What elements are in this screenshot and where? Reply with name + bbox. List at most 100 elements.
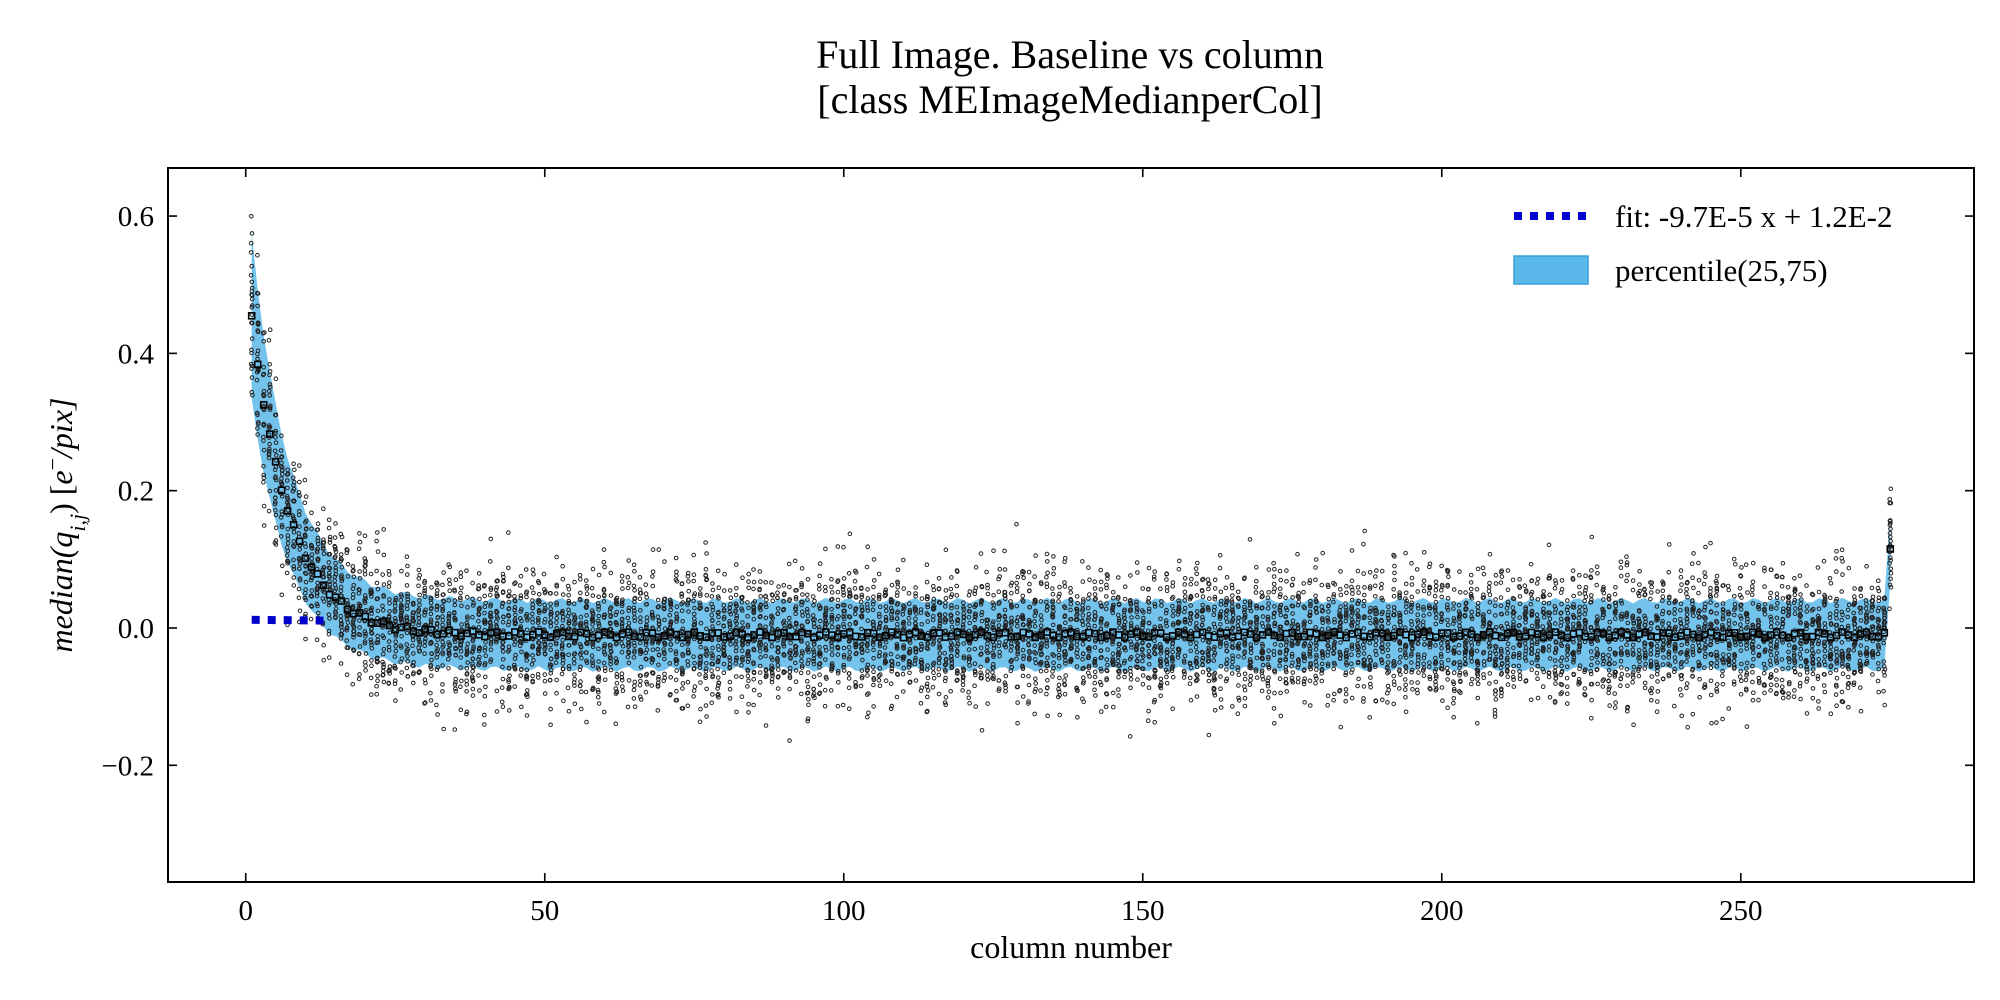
data-point — [584, 586, 590, 591]
data-point — [506, 606, 512, 611]
data-point — [531, 590, 536, 596]
data-point — [393, 666, 398, 671]
data-point — [566, 621, 572, 626]
data-point — [404, 624, 410, 629]
data-point — [476, 657, 481, 662]
data-point — [590, 685, 596, 691]
data-point — [572, 622, 577, 627]
data-point — [362, 593, 368, 598]
data-point — [619, 599, 625, 604]
data-point — [284, 472, 290, 477]
data-point — [435, 665, 441, 670]
data-point — [386, 681, 392, 686]
data-point — [357, 539, 363, 545]
data-point — [368, 571, 374, 577]
data-point — [266, 338, 272, 343]
data-point — [410, 671, 416, 677]
data-point — [632, 648, 637, 654]
data-point — [339, 564, 345, 570]
data-point — [476, 618, 481, 624]
data-point — [279, 467, 285, 473]
data-point — [435, 651, 440, 657]
data-point — [285, 502, 291, 507]
data-point — [590, 616, 595, 622]
data-point — [596, 674, 602, 680]
data-point — [548, 656, 554, 662]
data-point — [608, 645, 613, 651]
data-point — [393, 648, 399, 654]
data-point — [471, 600, 476, 606]
data-point — [326, 552, 332, 557]
data-point — [571, 601, 577, 607]
data-point — [465, 616, 470, 621]
data-point — [584, 583, 589, 589]
data-point — [476, 583, 482, 588]
data-point — [434, 604, 440, 610]
data-point — [596, 603, 601, 609]
data-point — [357, 672, 362, 677]
data-point — [512, 684, 518, 689]
data-point — [453, 688, 459, 694]
data-point — [513, 580, 518, 586]
data-point — [548, 670, 554, 676]
data-point — [619, 677, 625, 683]
data-point — [602, 652, 608, 657]
data-point — [506, 622, 511, 628]
data-point — [249, 305, 255, 310]
data-point — [447, 577, 452, 583]
data-point — [405, 572, 410, 577]
data-point — [249, 279, 255, 285]
data-point — [579, 706, 584, 712]
data-point — [273, 435, 278, 440]
data-point — [375, 673, 380, 679]
data-point — [560, 654, 566, 660]
data-point — [566, 708, 572, 714]
data-point — [566, 598, 572, 604]
data-point — [285, 526, 291, 532]
data-point — [560, 611, 565, 616]
data-point — [356, 676, 362, 682]
data-point — [345, 547, 350, 553]
data-point — [291, 526, 297, 531]
data-point — [386, 613, 392, 619]
data-point — [350, 568, 356, 574]
data-point — [291, 557, 296, 563]
data-point — [399, 568, 404, 574]
data-point — [572, 683, 577, 688]
data-point — [535, 620, 541, 625]
data-point — [440, 608, 445, 614]
data-point — [458, 655, 464, 660]
data-point — [542, 616, 548, 622]
data-point — [441, 726, 447, 732]
data-point — [398, 592, 404, 597]
data-point — [506, 677, 511, 683]
data-point — [530, 644, 536, 650]
data-point — [314, 637, 320, 643]
data-point — [470, 664, 476, 670]
data-point — [387, 572, 392, 577]
data-point — [513, 612, 518, 618]
data-point — [554, 554, 559, 560]
data-point — [273, 512, 279, 518]
data-point — [291, 566, 297, 572]
data-point — [566, 643, 572, 648]
data-point — [404, 615, 409, 621]
data-point — [315, 546, 321, 552]
data-point — [368, 675, 374, 681]
data-point — [428, 664, 433, 669]
data-point — [566, 652, 571, 658]
data-point — [368, 692, 374, 697]
data-point — [315, 541, 321, 547]
data-point — [297, 509, 302, 514]
data-point — [273, 488, 279, 493]
data-point — [596, 690, 601, 695]
data-point — [279, 454, 285, 459]
data-point — [309, 510, 314, 516]
data-point — [483, 653, 489, 659]
data-point — [482, 582, 487, 588]
data-point — [248, 250, 254, 255]
data-point — [525, 618, 530, 623]
data-point — [583, 689, 589, 695]
data-point — [423, 636, 428, 642]
data-point — [315, 521, 321, 527]
